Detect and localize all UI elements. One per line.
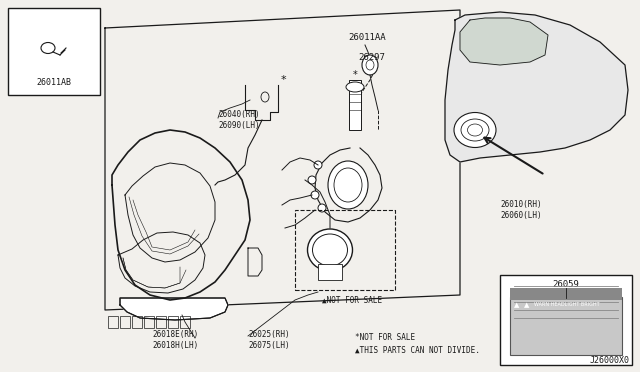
Text: ▲THIS PARTS CAN NOT DIVIDE.: ▲THIS PARTS CAN NOT DIVIDE.: [355, 346, 480, 355]
Ellipse shape: [362, 55, 378, 75]
Ellipse shape: [314, 161, 322, 169]
Text: ▲: ▲: [524, 302, 529, 308]
Text: J26000X0: J26000X0: [590, 356, 630, 365]
Bar: [318, 264, 342, 280]
Bar: [510, 288, 622, 300]
Ellipse shape: [307, 229, 353, 271]
Text: 26025(RH)
26075(LH): 26025(RH) 26075(LH): [248, 330, 290, 350]
Polygon shape: [460, 18, 548, 65]
Text: *: *: [353, 70, 357, 80]
Text: 26059: 26059: [552, 280, 579, 289]
Bar: [510, 297, 622, 355]
Ellipse shape: [346, 82, 364, 92]
Bar: [132, 316, 142, 328]
Bar: [168, 316, 178, 328]
Text: WARN HEADLIGHT BRIGHT: WARN HEADLIGHT BRIGHT: [534, 302, 600, 307]
Text: ▲NOT FOR SALE: ▲NOT FOR SALE: [322, 296, 382, 305]
Text: 26011AB: 26011AB: [36, 78, 72, 87]
Text: 26040(RH)
26090(LH): 26040(RH) 26090(LH): [218, 110, 260, 131]
Text: ▲: ▲: [514, 302, 520, 308]
Text: 26297: 26297: [358, 54, 385, 62]
Bar: [8, 8, 100, 95]
Ellipse shape: [454, 112, 496, 148]
Ellipse shape: [308, 176, 316, 184]
Bar: [295, 210, 395, 290]
Bar: [349, 80, 361, 130]
Bar: [500, 275, 632, 365]
Ellipse shape: [328, 161, 368, 209]
Text: *NOT FOR SALE: *NOT FOR SALE: [355, 334, 415, 343]
Polygon shape: [120, 298, 228, 320]
Bar: [144, 316, 154, 328]
Ellipse shape: [311, 191, 319, 199]
Bar: [156, 316, 166, 328]
Ellipse shape: [318, 204, 326, 212]
Bar: [120, 316, 130, 328]
Bar: [108, 316, 118, 328]
Text: 26011AA: 26011AA: [348, 33, 386, 42]
Text: 26018E(RH)
26018H(LH): 26018E(RH) 26018H(LH): [152, 330, 198, 350]
Bar: [180, 316, 190, 328]
Polygon shape: [445, 12, 628, 162]
Text: 26010(RH)
26060(LH): 26010(RH) 26060(LH): [500, 200, 541, 220]
Text: *: *: [280, 75, 286, 85]
